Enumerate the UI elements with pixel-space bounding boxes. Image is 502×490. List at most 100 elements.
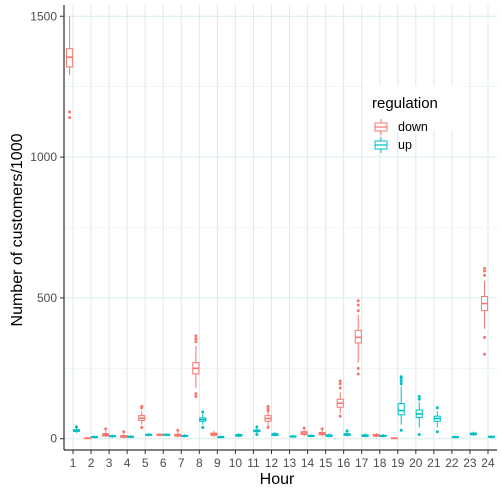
outlier-point — [266, 425, 270, 429]
box-up-16 — [343, 429, 351, 437]
x-tick-label: 13 — [283, 456, 297, 470]
x-tick-label: 7 — [178, 456, 185, 470]
outlier-point — [338, 414, 342, 418]
box-up-14 — [307, 434, 315, 438]
box-up-3 — [108, 434, 117, 438]
box-up-24 — [487, 435, 495, 439]
outlier-point — [483, 273, 487, 277]
outlier-point — [417, 394, 421, 398]
box-down-16 — [336, 379, 344, 418]
x-tick-label: 10 — [229, 456, 243, 470]
outlier-point — [68, 110, 72, 114]
box-up-9 — [217, 435, 225, 439]
box-up-11 — [253, 425, 261, 437]
box-down-18 — [372, 433, 380, 438]
x-tick-label: 20 — [409, 456, 423, 470]
x-tick-label: 2 — [88, 456, 95, 470]
outlier-point — [176, 428, 180, 432]
outlier-point — [356, 372, 360, 376]
box-up-12 — [271, 431, 279, 437]
box-up-6 — [163, 433, 171, 437]
boxes — [66, 16, 495, 440]
box-down-19 — [390, 437, 398, 440]
box-down-7 — [174, 428, 182, 438]
outlier-point — [399, 382, 403, 386]
outlier-point — [435, 430, 439, 434]
box-down-6 — [156, 433, 164, 437]
box-down-1 — [66, 16, 74, 120]
box-up-8 — [199, 410, 207, 429]
x-tick-label: 8 — [196, 456, 203, 470]
box-up-2 — [90, 435, 99, 439]
x-tick-label: 6 — [160, 456, 167, 470]
y-tick-label: 0 — [50, 432, 57, 446]
outlier-point — [356, 303, 360, 307]
box-up-5 — [145, 433, 153, 437]
x-tick-label: 16 — [337, 456, 351, 470]
outlier-point — [356, 309, 360, 313]
box-down-2 — [84, 437, 92, 440]
outlier-point — [194, 392, 198, 396]
outlier-point — [483, 266, 487, 270]
box-up-1 — [72, 425, 81, 434]
outlier-point — [194, 334, 198, 338]
x-tick-label: 1 — [70, 456, 77, 470]
box-up-15 — [325, 433, 333, 438]
box-up-19 — [397, 375, 405, 432]
box-down-8 — [192, 334, 200, 398]
outlier-point — [356, 366, 360, 370]
grid-major — [64, 5, 497, 450]
outlier-point — [255, 425, 259, 429]
outlier-point — [345, 429, 349, 433]
box-up-13 — [289, 434, 297, 438]
x-tick-label: 24 — [481, 456, 495, 470]
box-up-7 — [181, 434, 189, 438]
legend-item-up: up — [374, 137, 412, 153]
box-down-17 — [354, 299, 362, 376]
y-tick-label: 1000 — [30, 150, 57, 164]
outlier-point — [338, 386, 342, 390]
x-tick-label: 11 — [247, 456, 260, 470]
outlier-point — [356, 299, 360, 303]
axes — [63, 5, 497, 451]
outlier-point — [417, 397, 421, 401]
x-tick-label: 9 — [214, 456, 221, 470]
box-down-9 — [210, 430, 218, 438]
legend-label: down — [398, 120, 428, 134]
outlier-point — [483, 335, 487, 339]
legend-items: down up — [374, 119, 428, 153]
outlier-point — [68, 116, 72, 120]
outlier-point — [140, 425, 144, 429]
box-down-3 — [102, 427, 110, 438]
outlier-point — [255, 433, 259, 437]
x-tick-label: 3 — [106, 456, 113, 470]
x-tick-label: 4 — [124, 456, 131, 470]
outlier-point — [417, 433, 421, 437]
box-down-14 — [300, 426, 308, 437]
legend-title: regulation — [372, 95, 438, 112]
legend-item-down: down — [374, 119, 428, 135]
outlier-point — [399, 379, 403, 383]
x-tick-label: 19 — [391, 456, 405, 470]
legend: regulation down up — [365, 86, 460, 153]
box-up-18 — [379, 433, 387, 438]
outlier-point — [483, 269, 487, 273]
box-down-4 — [120, 430, 128, 439]
x-tick-label: 14 — [301, 456, 315, 470]
x-tick-label: 21 — [427, 456, 441, 470]
x-tick-label: 15 — [319, 456, 333, 470]
outlier-point — [399, 428, 403, 432]
outlier-point — [201, 425, 205, 429]
outlier-point — [74, 425, 78, 429]
box-iqr — [397, 403, 405, 416]
outlier-point — [399, 375, 403, 379]
x-tick-label: 22 — [445, 456, 459, 470]
outlier-point — [104, 427, 108, 431]
outlier-point — [302, 426, 306, 430]
outlier-point — [483, 352, 487, 356]
outlier-point — [194, 340, 198, 344]
y-tick-label: 1500 — [30, 9, 57, 23]
x-tick-label: 23 — [463, 456, 477, 470]
